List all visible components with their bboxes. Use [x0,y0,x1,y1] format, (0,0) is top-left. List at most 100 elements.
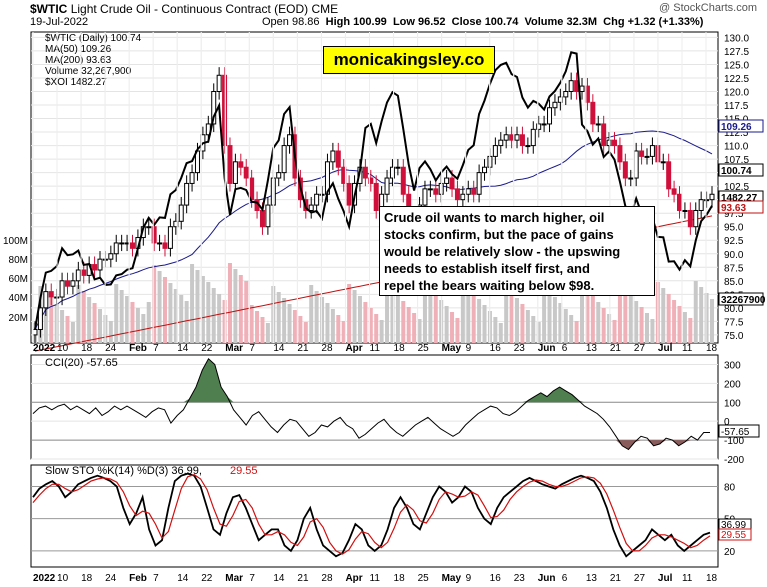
x-axis-label: Mar [225,573,243,584]
volume-bar [672,300,677,343]
sto-last-label: 36.99 [721,520,746,531]
volume-bar [531,316,536,343]
price-candle [162,242,168,249]
x-axis-label: 21 [610,573,622,584]
annotation-line: would be relatively slow - the upswing [384,244,621,259]
sto-d-value: 29.55 [230,465,258,477]
price-candle [373,182,379,211]
sto-line-k [32,472,711,558]
volume-bar [596,302,601,343]
x-axis-label: Jun [538,343,556,354]
volume-bar [357,296,362,343]
price-candle [514,134,520,141]
x-axis-label: 14 [273,573,285,584]
x-axis-label: 18 [81,343,93,354]
price-tick-label: 85.0 [724,277,744,288]
price-tick-label: 122.5 [724,74,749,85]
annotation-line: repel the bears waiting below $98. [384,278,595,293]
sto-tick-label: 80 [724,482,736,493]
x-axis-label: 6 [562,573,568,584]
volume-bar [363,302,368,343]
cci-tick-label: 200 [724,379,741,390]
volume-tick-label: 60M [9,274,28,285]
watermark-label: monicakingsley.co [323,46,495,74]
volume-bar [49,298,54,343]
price-candle [693,209,699,228]
price-label-box [718,119,764,133]
price-candle [704,199,710,202]
volume-bar [314,291,319,343]
price-last-label: 100.74 [721,166,752,177]
volume-bar [92,303,97,343]
volume-bar [217,294,222,343]
volume-bar [168,283,173,343]
price-candle [433,188,439,195]
volume-bar [536,322,541,343]
volume-bar [699,287,704,343]
x-axis-label: Feb [129,343,147,354]
volume-bar [563,309,568,343]
price-candle [384,177,390,195]
volume-bar [623,289,628,343]
price-candle [243,166,249,179]
volume-bar [347,284,352,343]
ohlc-summary: Open 98.86 High 100.99 Low 96.52 Close 1… [262,16,704,28]
x-axis-label: 27 [634,573,646,584]
volume-bar [558,303,563,343]
volume-bar [135,308,140,343]
price-candle [633,150,639,179]
volume-bar [87,297,92,343]
x-axis-label: 22 [201,573,213,584]
chart-title: $WTIC Light Crude Oil - Continuous Contr… [30,2,338,16]
price-candle [476,172,482,195]
volume-bar [617,283,622,343]
x-axis-label: 11 [370,573,381,584]
volume-bar [60,310,65,343]
price-candle [287,134,293,147]
price-candle [482,166,488,174]
price-candle [492,145,498,157]
x-axis-label: 18 [394,573,406,584]
price-tick-label: 90.0 [724,250,744,261]
sto-title: Slow STO %K(14) %D(3) 36.99, [45,465,202,477]
volume-bar [682,312,687,343]
price-candle [460,193,466,201]
price-label-box [718,163,764,177]
price-candle [449,177,455,190]
price-candle [644,155,650,158]
cci-last-label: -57.65 [721,427,750,438]
volume-bar [303,322,308,343]
volume-tick-label: 80M [9,255,28,266]
volume-bar [574,321,579,343]
x-axis-label: 13 [586,573,598,584]
price-last-label: 1482.27 [721,193,758,204]
price-candle [687,209,693,228]
cci-tick-label: 300 [724,360,741,371]
sto-label-box [718,528,752,541]
volume-bar [639,307,644,343]
volume-bar [547,291,552,343]
price-candle [628,177,634,180]
volume-bar [601,308,606,343]
cci-tick-label: -100 [724,436,744,447]
x-axis-label: 7 [249,573,255,584]
volume-bar [704,293,709,343]
volume-value: 32.3M [566,16,598,28]
instrument-name: Light Crude Oil - Continuous Contract (E… [70,2,309,16]
price-candle [617,145,623,163]
price-candle [671,188,677,195]
x-axis-label: 25 [418,343,430,354]
price-tick-label: 125.0 [724,60,749,71]
cci-label-box [718,424,760,438]
price-candle [32,328,38,336]
price-candle [216,74,222,92]
volume-bar [477,299,482,343]
price-legend-item: $XOI 1482.27 [45,77,107,88]
price-candle [639,150,645,157]
volume-bar [282,298,287,343]
x-axis-label: Jul [658,343,673,354]
price-tick-label: 77.5 [724,317,744,328]
volume-bar [580,284,585,343]
volume-bar [190,264,195,343]
